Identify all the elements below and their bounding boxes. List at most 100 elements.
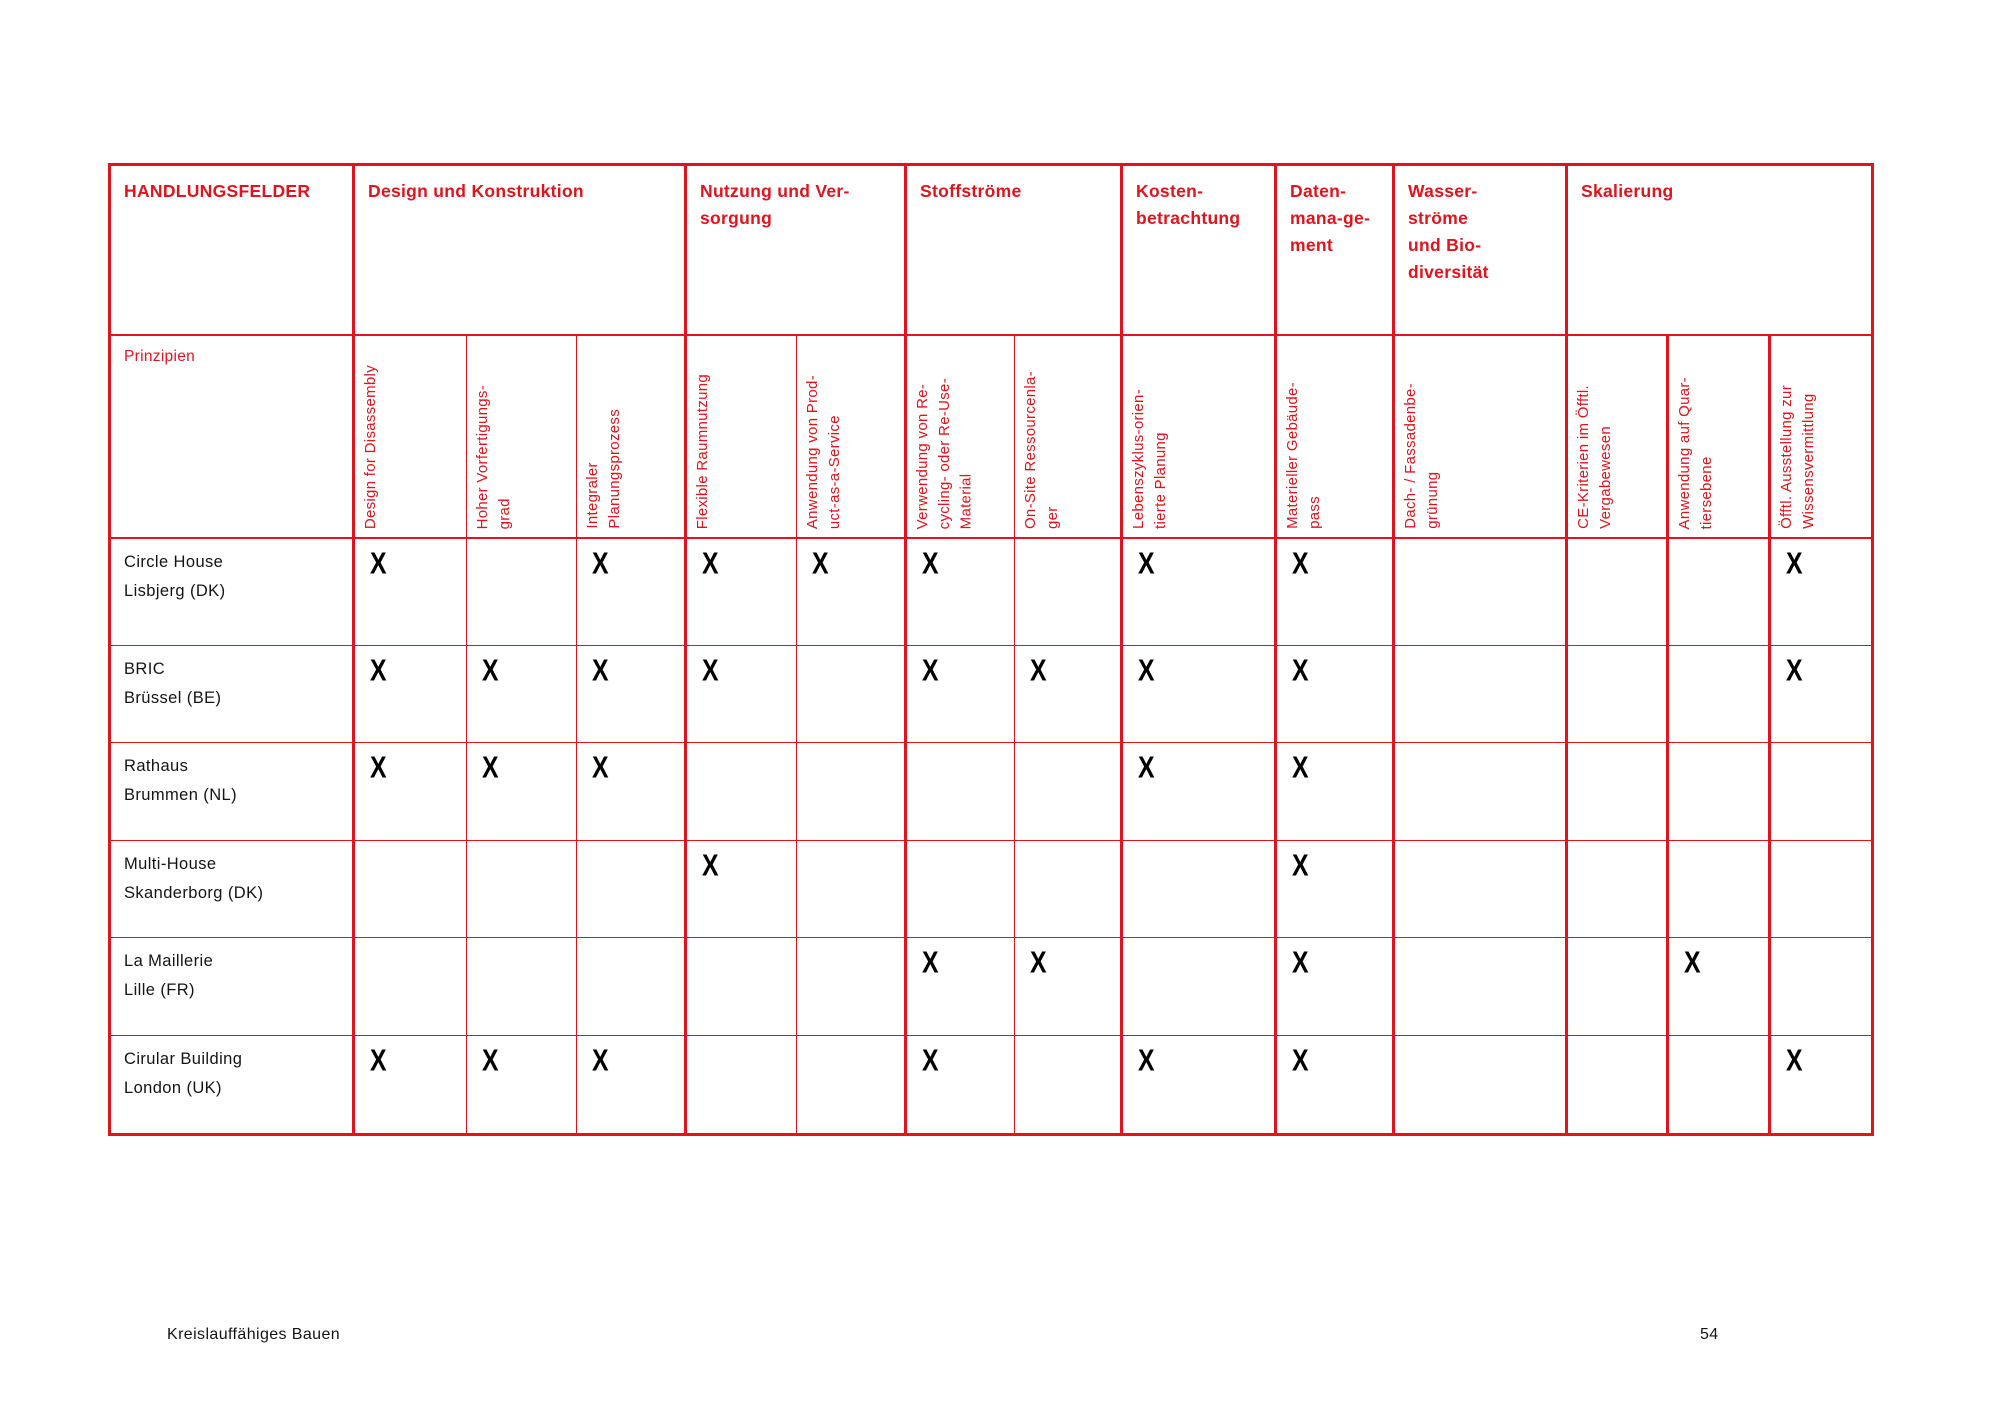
matrix-cell xyxy=(687,743,797,841)
matrix-cell: X xyxy=(1277,646,1395,743)
matrix-cell: X xyxy=(687,539,797,646)
matrix-cell: X xyxy=(467,1036,577,1133)
x-mark: X xyxy=(592,1043,609,1078)
x-mark: X xyxy=(1786,546,1803,581)
matrix-cell: X xyxy=(467,743,577,841)
principle-column-cell: Verwendung von Re- cycling- oder Re-Use-… xyxy=(907,336,1015,539)
principle-column-header: CE-Kriterien im Öfftl. Vergabewesen xyxy=(1575,385,1614,529)
matrix-cell: X xyxy=(1015,938,1123,1036)
matrix-cell xyxy=(1568,646,1669,743)
principle-column-header: Integraler Planungsprozess xyxy=(584,409,623,529)
x-mark: X xyxy=(1684,945,1701,980)
matrix-cell: X xyxy=(1771,539,1871,646)
section-header: Wasser- ströme und Bio- diversität xyxy=(1395,166,1568,336)
matrix-cell: X xyxy=(1669,938,1771,1036)
x-mark: X xyxy=(922,546,939,581)
matrix-cell xyxy=(577,841,687,938)
matrix-cell: X xyxy=(907,938,1015,1036)
principle-column-cell: On-Site Ressourcenla- ger xyxy=(1015,336,1123,539)
project-row-label: Rathaus Brummen (NL) xyxy=(111,743,355,841)
footer-title: Kreislauffähiges Bauen xyxy=(167,1326,341,1343)
principle-column-header: Flexible Raumnutzung xyxy=(694,373,711,529)
x-mark: X xyxy=(1292,945,1309,980)
x-mark: X xyxy=(482,1043,499,1078)
matrix-cell: X xyxy=(1277,743,1395,841)
principle-column-header: Dach- / Fassadenbe- grünung xyxy=(1402,383,1441,529)
matrix-cell xyxy=(355,938,467,1036)
matrix-cell: X xyxy=(1123,743,1277,841)
principle-column-cell: Anwendung auf Quar- tiersebene xyxy=(1669,336,1771,539)
project-row-label: Circle House Lisbjerg (DK) xyxy=(111,539,355,646)
matrix-cell: X xyxy=(577,646,687,743)
matrix-cell xyxy=(1395,841,1568,938)
matrix-cell xyxy=(467,841,577,938)
matrix-cell: X xyxy=(355,539,467,646)
matrix-cell: X xyxy=(797,539,907,646)
matrix-cell: X xyxy=(1277,1036,1395,1133)
matrix-cell: X xyxy=(355,646,467,743)
matrix-cell xyxy=(1669,1036,1771,1133)
matrix-cell: X xyxy=(1277,841,1395,938)
principle-column-header: Lebenszyklus-orien- tierte Planung xyxy=(1130,389,1169,529)
section-header: Stoffströme xyxy=(907,166,1123,336)
matrix-cell: X xyxy=(1015,646,1123,743)
matrix-cell xyxy=(797,743,907,841)
matrix-cell: X xyxy=(355,743,467,841)
matrix-cell xyxy=(687,1036,797,1133)
section-header: Design und Konstruktion xyxy=(355,166,687,336)
matrix-cell xyxy=(467,938,577,1036)
matrix-cell xyxy=(797,1036,907,1133)
matrix-cell: X xyxy=(907,1036,1015,1133)
project-row-label: Multi-House Skanderborg (DK) xyxy=(111,841,355,938)
matrix-cell xyxy=(1395,743,1568,841)
matrix-cell xyxy=(1395,646,1568,743)
matrix-cell xyxy=(1771,938,1871,1036)
x-mark: X xyxy=(922,653,939,688)
matrix-cell: X xyxy=(1771,1036,1871,1133)
project-row-label: BRIC Brüssel (BE) xyxy=(111,646,355,743)
matrix-cell xyxy=(797,646,907,743)
principle-column-header: On-Site Ressourcenla- ger xyxy=(1022,370,1061,529)
x-mark: X xyxy=(482,750,499,785)
matrix-cell xyxy=(1669,841,1771,938)
matrix-cell xyxy=(1669,539,1771,646)
matrix-cell: X xyxy=(687,841,797,938)
x-mark: X xyxy=(702,848,719,883)
project-row-label: Cirular Building London (UK) xyxy=(111,1036,355,1133)
principles-row-label: Prinzipien xyxy=(111,336,355,539)
x-mark: X xyxy=(1138,653,1155,688)
x-mark: X xyxy=(370,1043,387,1078)
principle-column-cell: Öfftl. Ausstellung zur Wissensvermittlun… xyxy=(1771,336,1871,539)
matrix-cell: X xyxy=(577,1036,687,1133)
x-mark: X xyxy=(922,1043,939,1078)
matrix-cell xyxy=(1568,938,1669,1036)
x-mark: X xyxy=(370,546,387,581)
principle-column-header: Materieller Gebäude- pass xyxy=(1284,382,1323,529)
matrix-cell xyxy=(1669,646,1771,743)
matrix-cell: X xyxy=(577,743,687,841)
matrix-cell: X xyxy=(1771,646,1871,743)
x-mark: X xyxy=(592,653,609,688)
principle-column-cell: Design for Disassembly xyxy=(355,336,467,539)
principle-column-cell: Hoher Vorfertigungs- grad xyxy=(467,336,577,539)
principle-column-cell: Dach- / Fassadenbe- grünung xyxy=(1395,336,1568,539)
matrix-cell xyxy=(1568,539,1669,646)
matrix-cell: X xyxy=(907,539,1015,646)
x-mark: X xyxy=(922,945,939,980)
principle-column-header: Öfftl. Ausstellung zur Wissensvermittlun… xyxy=(1778,385,1817,529)
principle-column-header: Anwendung auf Quar- tiersebene xyxy=(1676,376,1715,529)
matrix-cell xyxy=(797,938,907,1036)
matrix-cell xyxy=(797,841,907,938)
principle-column-header: Design for Disassembly xyxy=(362,364,379,529)
x-mark: X xyxy=(1292,750,1309,785)
matrix-cell xyxy=(1015,841,1123,938)
principle-column-cell: Integraler Planungsprozess xyxy=(577,336,687,539)
section-header: Skalierung xyxy=(1568,166,1871,336)
matrix-cell: X xyxy=(467,646,577,743)
x-mark: X xyxy=(1786,653,1803,688)
section-header: Nutzung und Ver- sorgung xyxy=(687,166,907,336)
matrix-cell xyxy=(355,841,467,938)
principle-column-cell: Materieller Gebäude- pass xyxy=(1277,336,1395,539)
x-mark: X xyxy=(1786,1043,1803,1078)
x-mark: X xyxy=(702,653,719,688)
